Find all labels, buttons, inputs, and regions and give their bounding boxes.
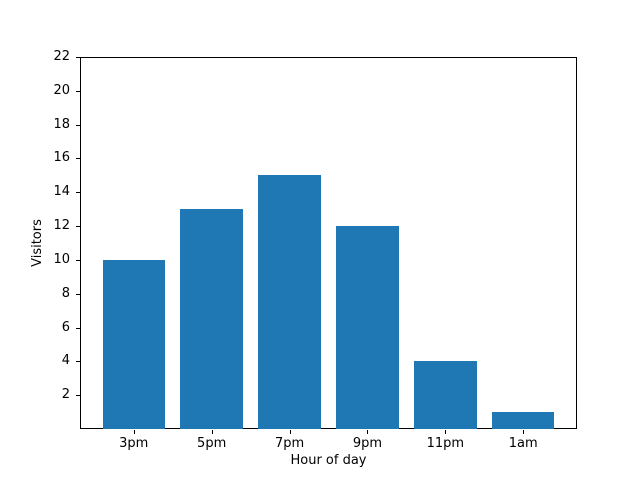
y-tick-label: 22 [53, 49, 70, 64]
x-tick-label: 5pm [197, 436, 227, 451]
x-tick-label: 3pm [119, 436, 149, 451]
x-axis-label: Hour of day [290, 453, 367, 468]
y-tick-mark [76, 90, 80, 92]
x-tick-label: 9pm [352, 436, 383, 451]
bar-7pm [258, 175, 321, 429]
y-tick-label: 16 [53, 150, 70, 166]
y-tick-mark [76, 293, 80, 295]
y-tick-label: 4 [61, 353, 70, 369]
x-tick-mark [367, 430, 369, 434]
y-tick-mark [76, 124, 80, 126]
x-tick-mark [211, 430, 213, 434]
y-tick-mark [76, 395, 80, 397]
bar-1am [492, 412, 555, 429]
y-tick-mark [76, 226, 80, 228]
bar-9pm [336, 226, 399, 429]
x-tick-mark [289, 430, 291, 434]
y-tick-label: 8 [61, 285, 70, 301]
y-tick-label: 6 [61, 319, 70, 335]
y-tick-label: 20 [53, 82, 70, 98]
y-tick-label: 10 [53, 251, 70, 267]
y-tick-label: 18 [53, 116, 70, 132]
x-tick-label: 7pm [274, 436, 305, 451]
y-tick-label: 14 [53, 184, 70, 200]
y-tick-mark [76, 361, 80, 363]
y-tick-mark [76, 327, 80, 329]
bar-11pm [414, 361, 477, 429]
x-tick-mark [523, 430, 525, 434]
bar-3pm [102, 259, 165, 429]
x-tick-label: 11pm [426, 436, 465, 451]
x-tick-label: 1am [508, 436, 538, 451]
y-tick-mark [76, 259, 80, 261]
y-tick-mark [76, 158, 80, 160]
y-tick-label: 2 [61, 387, 70, 403]
x-tick-mark [133, 430, 135, 434]
y-tick-mark [76, 57, 80, 58]
x-tick-mark [445, 430, 447, 434]
y-tick-label: 12 [53, 218, 70, 234]
bar-5pm [180, 209, 243, 429]
y-tick-mark [76, 192, 80, 194]
